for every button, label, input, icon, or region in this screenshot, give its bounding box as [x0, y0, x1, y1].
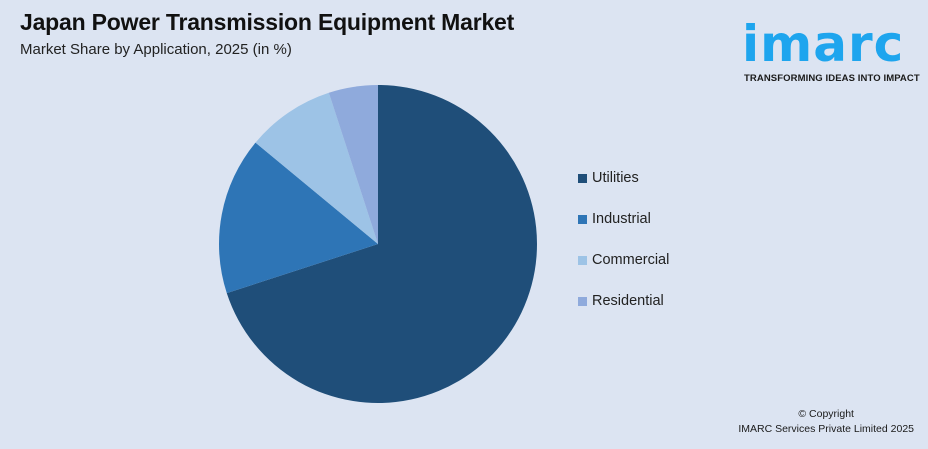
copyright-line-2: IMARC Services Private Limited 2025: [738, 423, 914, 435]
copyright-line-1: © Copyright: [798, 408, 854, 420]
legend-item-residential: Residential: [578, 291, 669, 311]
legend-label: Commercial: [592, 252, 670, 268]
legend-label: Residential: [592, 293, 664, 309]
logo-wordmark: imarc: [742, 15, 905, 73]
legend-swatch-icon: [578, 214, 587, 224]
legend-label: Utilities: [592, 170, 639, 186]
pie-slice-commercial: [255, 92, 378, 244]
chart-subtitle: Market Share by Application, 2025 (in %): [20, 41, 292, 58]
legend-label: Industrial: [592, 211, 651, 227]
legend-swatch-icon: [578, 255, 587, 265]
pie-slice-utilities: [226, 85, 537, 403]
pie-slices: [218, 85, 537, 403]
legend-swatch-icon: [578, 173, 587, 183]
logo-tagline: TRANSFORMING IDEAS INTO IMPACT: [744, 73, 920, 84]
imarc-logo: imarc TRANSFORMING IDEAS INTO IMPACT: [738, 8, 920, 88]
legend-item-commercial: Commercial: [578, 250, 669, 270]
legend-swatch-icon: [578, 296, 587, 306]
chart-legend: Utilities Industrial Commercial Resident…: [578, 168, 669, 332]
legend-item-industrial: Industrial: [578, 209, 669, 229]
chart-title: Japan Power Transmission Equipment Marke…: [20, 9, 515, 35]
legend-item-utilities: Utilities: [578, 168, 669, 188]
pie-slice-industrial: [218, 142, 378, 294]
copyright-notice: © Copyright IMARC Services Private Limit…: [738, 407, 914, 437]
pie-slice-residential: [328, 85, 378, 244]
